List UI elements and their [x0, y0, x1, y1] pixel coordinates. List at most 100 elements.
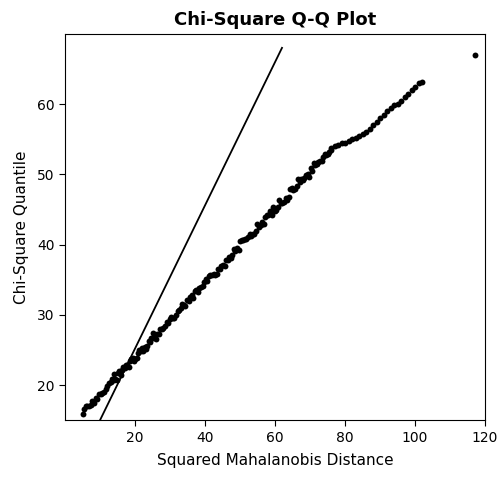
Point — [246, 230, 254, 238]
Point — [308, 167, 316, 175]
Point — [224, 256, 232, 264]
Point — [140, 343, 148, 351]
Point — [87, 401, 95, 409]
Point — [174, 307, 182, 315]
Point — [189, 294, 197, 301]
Point — [164, 319, 172, 327]
Point — [128, 355, 136, 363]
Point — [168, 313, 175, 321]
Point — [400, 93, 408, 101]
Point — [310, 159, 318, 167]
Point — [204, 277, 212, 284]
Point — [156, 325, 164, 332]
Point — [110, 377, 118, 384]
Point — [106, 378, 114, 386]
Point — [304, 170, 312, 178]
Point — [152, 335, 160, 342]
Point — [142, 345, 150, 353]
Point — [327, 143, 335, 151]
Point — [85, 402, 93, 410]
Point — [348, 135, 356, 143]
Point — [344, 137, 352, 144]
Point — [414, 79, 422, 87]
Point — [169, 314, 177, 322]
Point — [241, 235, 249, 243]
Point — [274, 203, 282, 211]
Point — [98, 389, 106, 397]
Point — [153, 330, 161, 338]
Point — [144, 338, 152, 345]
Point — [180, 301, 188, 309]
Point — [131, 355, 139, 363]
Point — [194, 288, 202, 296]
Point — [238, 237, 246, 244]
Point — [135, 346, 143, 354]
Point — [124, 363, 132, 370]
Point — [314, 158, 322, 166]
Point — [122, 361, 130, 369]
Point — [218, 262, 226, 270]
Point — [383, 107, 391, 115]
Point — [263, 211, 271, 219]
Point — [290, 186, 298, 194]
Point — [358, 130, 366, 138]
Point — [100, 388, 108, 396]
Point — [264, 212, 272, 219]
Point — [162, 319, 170, 327]
Point — [366, 125, 374, 132]
Point — [327, 146, 335, 154]
Point — [299, 176, 307, 184]
Title: Chi-Square Q-Q Plot: Chi-Square Q-Q Plot — [174, 12, 376, 29]
Point — [212, 270, 220, 278]
Point — [252, 227, 260, 235]
Point — [266, 207, 274, 215]
Point — [292, 182, 300, 190]
Point — [318, 156, 326, 164]
Point — [188, 291, 196, 299]
Point — [269, 203, 277, 211]
Point — [120, 364, 128, 372]
Point — [172, 311, 180, 319]
Point — [206, 271, 214, 279]
Point — [297, 175, 305, 183]
Point — [105, 379, 113, 387]
Point — [96, 390, 104, 398]
Point — [128, 355, 136, 362]
Point — [404, 90, 412, 98]
Point — [118, 366, 126, 374]
Point — [355, 132, 363, 140]
Point — [225, 254, 233, 261]
Point — [143, 342, 151, 350]
Point — [330, 142, 338, 150]
Point — [418, 78, 426, 85]
Point — [202, 275, 209, 283]
Point — [394, 100, 402, 108]
Point — [313, 160, 321, 168]
Point — [324, 150, 332, 158]
Point — [186, 293, 194, 301]
Point — [288, 185, 296, 192]
Point — [112, 376, 120, 384]
Point — [233, 244, 241, 252]
Point — [112, 375, 120, 383]
Point — [219, 261, 227, 269]
Point — [220, 262, 228, 270]
Point — [411, 83, 419, 90]
Point — [88, 398, 96, 405]
Point — [338, 139, 345, 146]
Point — [108, 375, 116, 383]
Point — [242, 235, 250, 243]
Point — [95, 390, 103, 398]
Point — [386, 104, 394, 112]
Point — [198, 282, 206, 290]
Point — [182, 302, 190, 310]
Point — [150, 333, 158, 341]
Point — [116, 368, 124, 375]
Point — [90, 399, 98, 407]
Point — [124, 361, 132, 369]
Point — [397, 97, 405, 104]
Point — [254, 220, 262, 228]
Point — [120, 364, 128, 371]
Point — [234, 246, 242, 254]
Point — [147, 334, 155, 341]
